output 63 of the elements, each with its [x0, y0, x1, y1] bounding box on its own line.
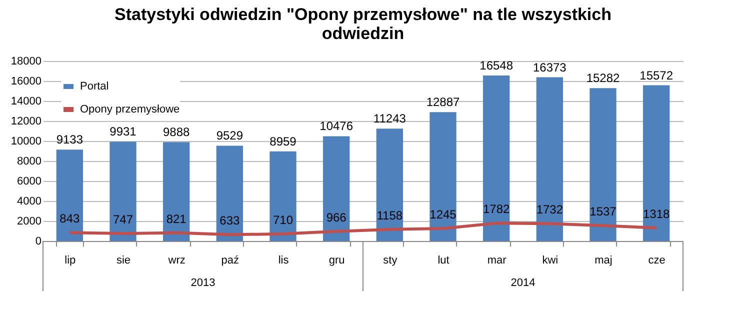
x-tick-label: paź: [221, 254, 240, 266]
data-label: 1245: [430, 208, 457, 222]
bar: [643, 85, 670, 241]
chart-title: Statystyki odwiedzin "Opony przemysłowe" na tle wszystkich odwiedzin: [114, 5, 612, 43]
data-label: 1158: [376, 208, 403, 222]
bar: [483, 76, 510, 241]
x-tick-label: sie: [116, 254, 131, 266]
y-tick-label: 8000: [17, 156, 42, 168]
data-label: 1318: [642, 206, 670, 221]
data-label: 843: [60, 212, 80, 226]
y-tick-label: 10000: [10, 136, 42, 148]
bar: [216, 146, 243, 241]
data-label: 9133: [56, 132, 84, 147]
legend-label: Portal: [80, 80, 109, 92]
x-tick-label: lut: [438, 254, 450, 266]
bar: [163, 142, 190, 241]
y-tick-label: 12000: [10, 116, 42, 128]
y-tick-label: 6000: [17, 176, 42, 188]
data-label: 8959: [270, 134, 297, 148]
x-tick-label: gru: [328, 254, 345, 266]
x-tick-label: kwi: [542, 254, 558, 266]
bar: [56, 150, 83, 241]
x-tick-label: sty: [383, 254, 398, 266]
data-label: 11243: [373, 112, 406, 126]
x-tick-label: mar: [487, 254, 507, 266]
data-label: 9529: [216, 128, 244, 143]
data-label: 9931: [110, 124, 137, 139]
text: 2014: [510, 277, 536, 289]
data-label: 1732: [536, 202, 564, 217]
bar: [270, 151, 296, 241]
bar: [376, 128, 403, 241]
y-tick-label: 14000: [10, 96, 42, 108]
text: 2013: [190, 277, 216, 289]
data-label: 821: [166, 212, 187, 226]
data-label: 710: [272, 212, 294, 227]
data-label: 1537: [590, 204, 617, 219]
bar: [110, 142, 136, 241]
y-tick-label: 18000: [10, 56, 42, 68]
y-tick-label: 2000: [17, 216, 42, 228]
legend-label: Opony przemysłowe: [80, 104, 180, 116]
data-label: 9888: [162, 125, 190, 140]
data-label: 15572: [640, 68, 674, 82]
x-tick-label: lis: [278, 254, 290, 266]
bar: [590, 88, 616, 241]
data-label: 633: [220, 214, 240, 228]
data-label: 15282: [586, 71, 620, 86]
data-label: 966: [326, 210, 347, 224]
x-tick-label: maj: [594, 254, 612, 266]
y-tick-label: 16000: [10, 76, 42, 88]
x-tick-label: lip: [64, 254, 76, 266]
x-tick-label: cze: [648, 254, 666, 266]
data-label: 1782: [482, 202, 510, 216]
x-tick-label: wrz: [167, 254, 186, 266]
y-tick-label: 4000: [17, 196, 42, 208]
bar: [536, 77, 563, 241]
data-label: 12887: [426, 95, 460, 110]
data-label: 10476: [320, 119, 354, 134]
data-label: 747: [112, 212, 134, 227]
bar: [430, 112, 456, 241]
data-label: 16373: [532, 60, 567, 74]
bar: [323, 136, 350, 241]
y-tick-label: 0: [35, 236, 42, 248]
data-label: 16548: [480, 58, 514, 73]
